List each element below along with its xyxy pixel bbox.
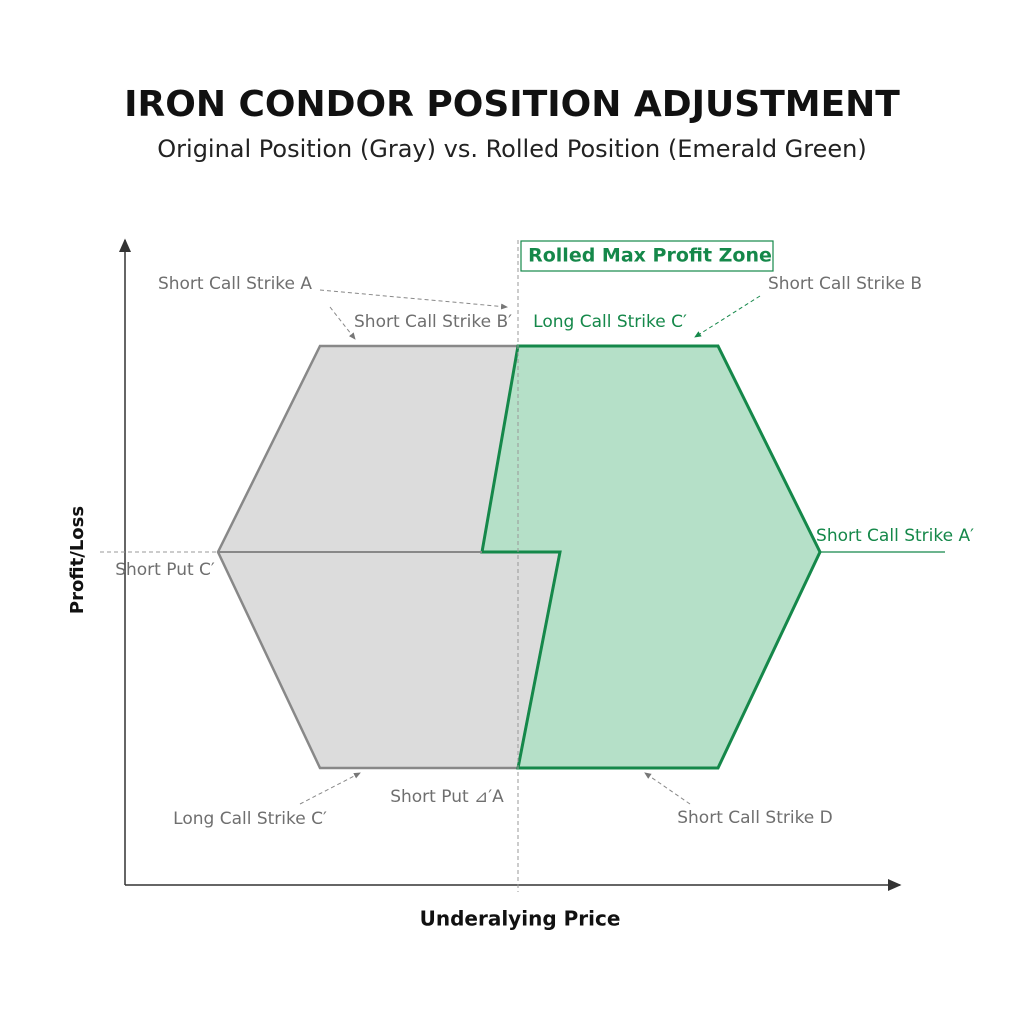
zone-label: Rolled Max Profit Zone — [528, 245, 772, 267]
zone-box — [520, 240, 774, 272]
annotation: Short Put ⊿′A — [390, 787, 504, 807]
title: IRON CONDOR POSITION ADJUSTMENT — [124, 84, 900, 125]
annotation: Short Call Strike B′ — [354, 312, 512, 332]
annotation: Short Call Strike A — [158, 274, 312, 294]
pointer — [644, 772, 691, 805]
pointer — [694, 295, 761, 338]
annotation: Long Call Strike C′ — [533, 312, 687, 332]
annotation: Short Call Strike D — [677, 808, 833, 828]
rolled-position — [480, 344, 822, 770]
y-axis-label: Profit/Loss — [67, 506, 88, 614]
annotation: Long Call Strike C′ — [173, 809, 327, 829]
pointer — [299, 772, 361, 805]
annotation: Short Call Strike A′ — [816, 526, 974, 546]
pointer — [329, 306, 356, 340]
subtitle: Original Position (Gray) vs. Rolled Posi… — [157, 135, 866, 163]
pointer — [319, 289, 508, 310]
x-axis-label: Underalying Price — [420, 907, 621, 931]
annotation: Short Put C′ — [115, 560, 215, 580]
annotation: Short Call Strike B — [768, 274, 922, 294]
